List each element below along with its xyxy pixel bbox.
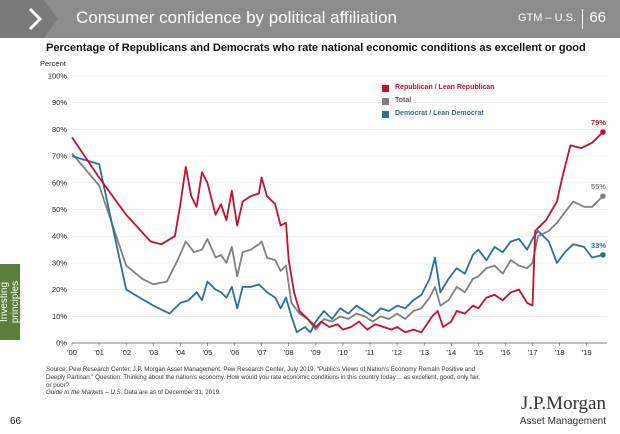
y-tick-label: 30% <box>52 258 67 267</box>
y-tick-label: 80% <box>52 125 67 134</box>
legend-label-democrat: Democrat / Lean Democrat <box>395 110 484 117</box>
jpmorgan-logo: J.P.Morgan Asset Management <box>519 393 606 428</box>
page-title: Consumer confidence by political affilia… <box>76 8 397 27</box>
series-end-label-2: 33% <box>591 241 606 250</box>
x-tick-label: '02 <box>121 348 131 357</box>
series-end-marker-0 <box>600 129 606 135</box>
y-tick-label: 40% <box>52 232 67 241</box>
x-tick-label: '15 <box>473 348 483 357</box>
x-tick-label: '01 <box>94 348 104 357</box>
x-tick-label: '10 <box>338 348 348 357</box>
guide-label: GTM – U.S. <box>517 12 576 24</box>
x-tick-label: '17 <box>528 348 538 357</box>
x-tick-labels: '00 '01 '02 '03 '04 '05 '06 '07 '08 '09 '10 '11 '12 '… <box>67 343 592 357</box>
chevron-icon <box>0 0 58 38</box>
x-tick-label: '16 <box>501 348 511 357</box>
x-tick-label: '05 <box>203 348 213 357</box>
source-text: Source: Pew Research Center, J.P. Morgan… <box>46 366 481 389</box>
legend-label-republican: Republican / Lean Republican <box>395 84 495 91</box>
footer-page-number: 66 <box>10 416 22 427</box>
source-date-note: Data are as of December 31, 2019. <box>122 389 221 397</box>
y-axis-label: Percent <box>40 59 67 68</box>
x-tick-label: '07 <box>257 348 267 357</box>
y-tick-label: 60% <box>52 178 67 187</box>
section-tab[interactable]: Investing principles <box>0 264 21 340</box>
x-tick-label: '03 <box>148 348 158 357</box>
series-end-label-1: 55% <box>591 182 606 191</box>
end-labels: 55% 33% 79% <box>591 118 606 250</box>
x-tick-label: '06 <box>230 348 240 357</box>
chart-title: Percentage of Republicans and Democrats … <box>46 42 586 54</box>
legend-swatch-democrat <box>382 111 389 118</box>
series-line-2 <box>71 155 604 334</box>
source-note: Source: Pew Research Center, J.P. Morgan… <box>46 366 486 397</box>
y-tick-label: 90% <box>52 98 67 107</box>
series-line-0 <box>71 131 604 334</box>
series-lines <box>71 129 606 334</box>
x-tick-label: '09 <box>311 348 321 357</box>
logo-brand: J.P.Morgan <box>520 393 606 414</box>
y-tick-label: 20% <box>52 285 67 294</box>
x-tick-label: '19 <box>582 348 592 357</box>
x-tick-label: '13 <box>419 348 429 357</box>
x-tick-label: '04 <box>175 348 185 357</box>
x-tick-label: '11 <box>365 348 374 357</box>
y-tick-labels: 0% 10% 20% 30% 40% 50% 60% 70% 80% 90% 100% <box>48 72 68 348</box>
y-tick-label: 50% <box>52 205 67 214</box>
x-tick-label: '14 <box>446 348 456 357</box>
x-tick-label: '00 <box>67 348 77 357</box>
y-tick-label: 10% <box>52 312 67 321</box>
x-tick-label: '08 <box>284 348 294 357</box>
header-bar: Consumer confidence by political affilia… <box>0 0 620 38</box>
y-tick-label: 70% <box>52 152 67 161</box>
header-divider <box>582 9 583 29</box>
x-tick-label: '12 <box>392 348 402 357</box>
series-line-1 <box>71 152 604 331</box>
legend-swatch-total <box>382 98 389 105</box>
y-tick-label: 100% <box>48 72 68 81</box>
header-page-number: 66 <box>589 9 606 26</box>
legend-label-total: Total <box>395 97 412 104</box>
legend-swatch-republican <box>382 85 389 92</box>
series-end-marker-1 <box>600 193 606 199</box>
x-tick-label: '18 <box>555 348 565 357</box>
y-tick-label: 0% <box>56 339 67 348</box>
logo-subtitle: Asset Management <box>519 416 606 427</box>
source-guide-note: Guide to the Markets – U.S. <box>46 389 123 397</box>
series-end-marker-2 <box>600 252 606 258</box>
series-end-label-0: 79% <box>591 118 606 127</box>
